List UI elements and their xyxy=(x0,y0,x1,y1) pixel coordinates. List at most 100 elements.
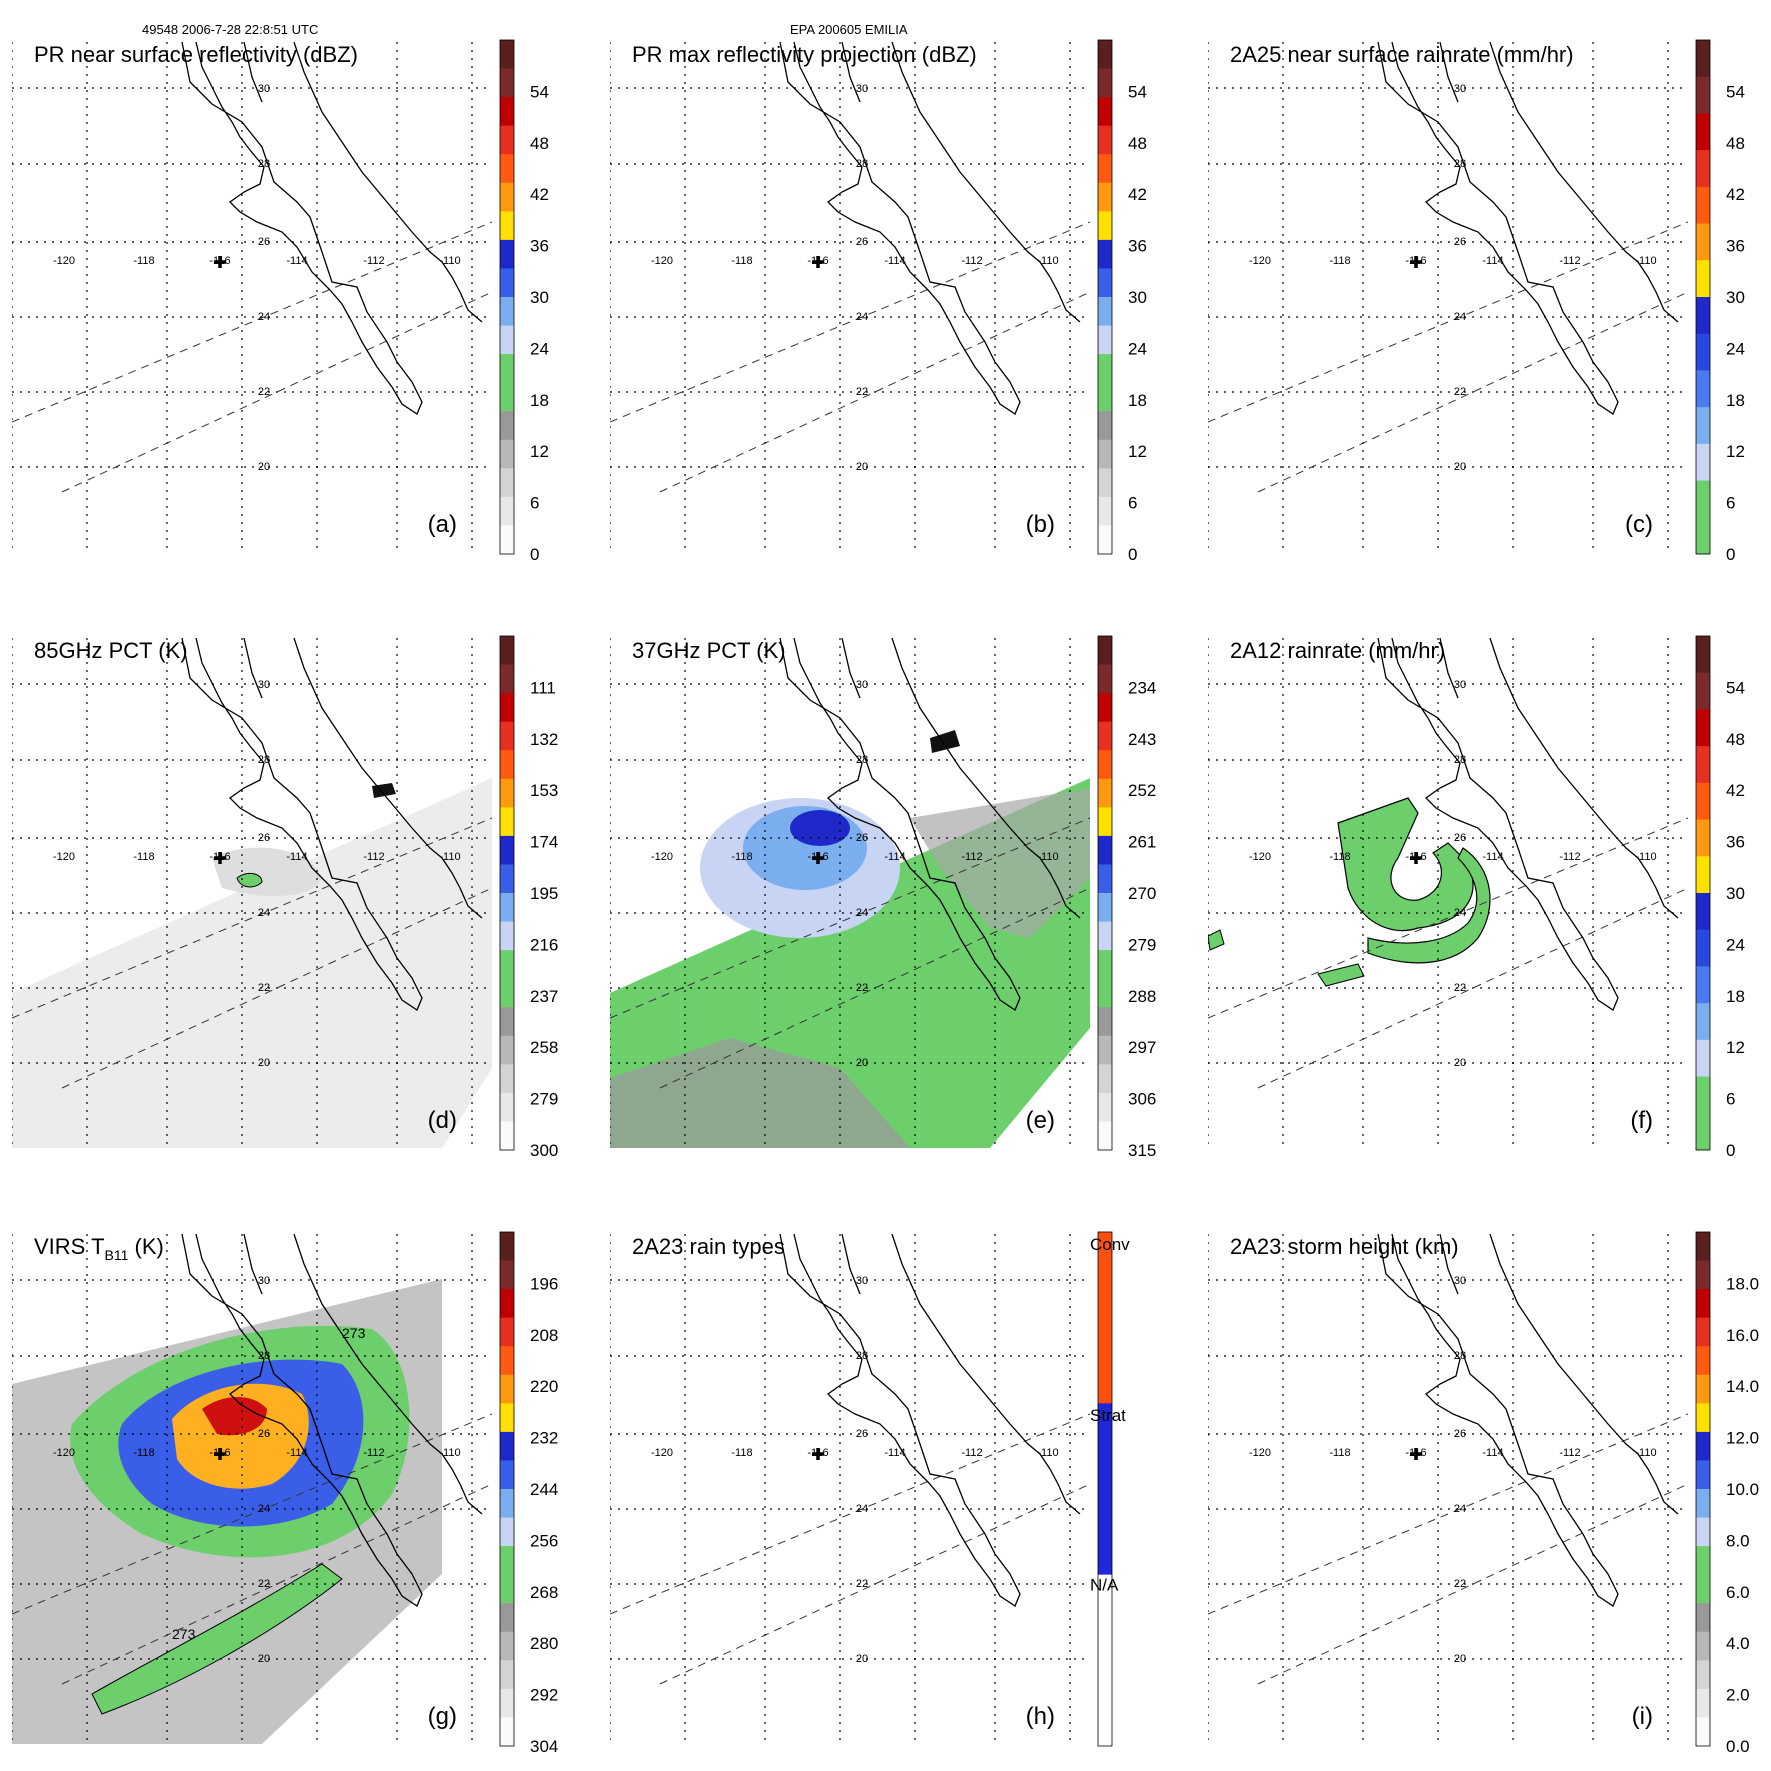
lon-label: -110 xyxy=(1037,255,1058,267)
contour-label: 273 xyxy=(172,1626,196,1642)
swath-edge-north xyxy=(1208,221,1688,423)
colorbar-segment xyxy=(500,1489,514,1519)
colorbar-segment xyxy=(500,664,514,694)
lon-label: -110 xyxy=(1037,1447,1058,1459)
map-area: 273273-120-118-116-114-112-1103028262422… xyxy=(12,1234,492,1744)
swath-edge-south xyxy=(1257,1483,1688,1685)
colorbar-label: 36 xyxy=(530,237,549,256)
panel-title: PR near surface reflectivity (dBZ) xyxy=(34,42,358,67)
colorbar-segment xyxy=(500,807,514,837)
storm-center-marker xyxy=(1410,1448,1422,1460)
lat-label: 28 xyxy=(1454,1350,1466,1362)
colorbar-label: 24 xyxy=(1128,339,1147,358)
panel-title: VIRS TB11 (K) xyxy=(34,1234,164,1263)
colorbar-segment xyxy=(500,921,514,951)
colorbar-label: 243 xyxy=(1128,730,1156,749)
lat-label: 26 xyxy=(856,1428,868,1440)
colorbar-label: 36 xyxy=(1128,237,1147,256)
panel-letter: (e) xyxy=(1026,1107,1055,1134)
ir-rainband xyxy=(91,1563,343,1715)
colorbar-segment xyxy=(1098,268,1112,298)
colorbar-segment xyxy=(1696,1546,1710,1576)
colorbar-segment xyxy=(1098,1403,1112,1576)
colorbar: 54 48 42 36 30 24 18 12 6 0 xyxy=(1695,635,1745,1160)
colorbar-label: 252 xyxy=(1128,781,1156,800)
colorbar-label: 4.0 xyxy=(1726,1634,1750,1653)
coastline-mainland xyxy=(891,42,1081,323)
panel-title: 2A23 storm height (km) xyxy=(1230,1234,1459,1259)
swath-edge-south xyxy=(61,291,492,493)
lat-label: 20 xyxy=(258,461,270,473)
colorbar-segment xyxy=(1098,864,1112,894)
coastline-us xyxy=(243,638,263,699)
colorbar-label: 237 xyxy=(530,987,558,1006)
colorbar-segment xyxy=(500,1574,514,1604)
colorbar-segment xyxy=(1696,893,1710,931)
lon-label: -118 xyxy=(133,851,154,863)
colorbar-frame xyxy=(1097,635,1113,1151)
panel-letter: (d) xyxy=(428,1107,457,1134)
colorbar-segment xyxy=(1696,517,1710,555)
swath-85ghz xyxy=(12,778,492,1148)
colorbar-segment xyxy=(500,1631,514,1661)
colorbar-segment xyxy=(1696,407,1710,445)
colorbar-label: 292 xyxy=(530,1686,558,1705)
panel-letter: (b) xyxy=(1026,511,1055,538)
coastline-baja xyxy=(779,1234,1021,1607)
colorbar-label: 288 xyxy=(1128,987,1156,1006)
lon-label: -114 xyxy=(286,1447,307,1459)
lat-label: 30 xyxy=(856,83,868,95)
colorbar-segment xyxy=(500,864,514,894)
lat-label: 26 xyxy=(1454,1428,1466,1440)
lat-label: 24 xyxy=(258,907,270,919)
lon-label: -118 xyxy=(731,1447,752,1459)
colorbar-label: 208 xyxy=(530,1326,558,1345)
coastline-us xyxy=(841,1234,861,1295)
colorbar-label: Strat xyxy=(1090,1406,1126,1425)
lon-label: -112 xyxy=(363,1447,384,1459)
panel-title: PR max reflectivity projection (dBZ) xyxy=(632,42,977,67)
colorbar-segment xyxy=(500,40,514,70)
colorbar-segment xyxy=(1696,223,1710,261)
lon-label: -120 xyxy=(1249,851,1271,863)
colorbar-label: 6 xyxy=(1726,494,1735,513)
lat-label: 22 xyxy=(1454,386,1466,398)
colorbar-label: 258 xyxy=(530,1038,558,1057)
colorbar-segment xyxy=(1098,297,1112,327)
colorbar-segment xyxy=(1696,1076,1710,1114)
colorbar-label: 111 xyxy=(530,678,556,697)
colorbar-segment xyxy=(500,297,514,327)
panel-title: 2A25 near surface rainrate (mm/hr) xyxy=(1230,42,1574,67)
colorbar-segment xyxy=(500,835,514,865)
coastline-mainland xyxy=(1489,1234,1679,1515)
coastline-baja xyxy=(181,1234,423,1607)
colorbar-segment xyxy=(500,693,514,723)
colorbar-label: 14.0 xyxy=(1726,1377,1759,1396)
colorbar-label: 216 xyxy=(530,935,558,954)
colorbar-segment xyxy=(1098,468,1112,498)
colorbar-segment xyxy=(1098,97,1112,127)
land-cold-patch xyxy=(930,730,960,753)
colorbar: 196 208 220 232 244 256 268 280 292 304 xyxy=(499,1231,558,1756)
colorbar: 54 48 42 36 30 24 18 12 6 0 xyxy=(1097,39,1147,564)
lat-label: 24 xyxy=(258,311,270,323)
colorbar-label: 42 xyxy=(1128,185,1147,204)
lat-label: 22 xyxy=(856,386,868,398)
panel-letter: (h) xyxy=(1026,1703,1055,1730)
colorbar-segment xyxy=(1098,211,1112,241)
colorbar-label: 0.0 xyxy=(1726,1737,1750,1756)
swath-edge-north xyxy=(610,1413,1090,1615)
swath-edge-north xyxy=(12,1413,492,1615)
colorbar-label: 279 xyxy=(1128,935,1156,954)
colorbar-segment xyxy=(500,1717,514,1747)
colorbar-label: 30 xyxy=(1726,288,1745,307)
scatter-core xyxy=(236,872,263,888)
colorbar-segment xyxy=(1098,978,1112,1008)
storm-center-marker xyxy=(812,852,824,864)
